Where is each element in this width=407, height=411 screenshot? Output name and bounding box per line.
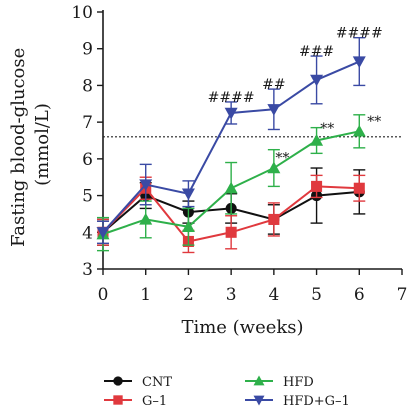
significance-annotation: ** (275, 151, 289, 167)
significance-annotation: #### (208, 90, 255, 106)
y-axis-label-line-2: (mmol/L) (32, 103, 53, 186)
data-point (181, 188, 195, 201)
y-tick-label: 10 (71, 3, 93, 23)
legend-swatch-marker (253, 395, 265, 406)
data-point (268, 213, 280, 225)
y-axis-label-line-1: Fasting blood-glucose (8, 48, 29, 247)
legend-item: HFD (245, 375, 314, 390)
significance-annotation: ** (367, 114, 381, 130)
legend-label: G–1 (142, 394, 167, 409)
data-point (352, 124, 366, 137)
legend-label: CNT (142, 375, 172, 390)
legend-swatch-marker (113, 376, 123, 386)
significance-annotation: ## (262, 77, 285, 93)
x-axis-label: Time (weeks) (181, 317, 303, 338)
data-point (224, 107, 238, 120)
axes: 3 4 5 6 7 8 9 10 0 1 2 3 4 5 6 7 (71, 3, 407, 305)
x-tick-label: 2 (183, 285, 194, 305)
x-tick-label: 1 (140, 285, 151, 305)
x-tick-label: 4 (268, 285, 279, 305)
series-group (96, 37, 366, 254)
annotations-group: #############**** ** (208, 26, 383, 167)
data-point (311, 180, 323, 192)
y-tick-label: 8 (82, 76, 93, 96)
legend-item: CNT (104, 375, 172, 390)
series-3 (96, 37, 366, 245)
legend-label: HFD (283, 375, 314, 390)
x-tick-label: 7 (397, 285, 407, 305)
significance-annotation: ** (320, 121, 334, 137)
data-point (139, 179, 153, 192)
y-tick-label: 5 (82, 187, 93, 207)
data-point (310, 74, 324, 87)
legend-swatch-marker (253, 375, 265, 386)
x-tick-label: 6 (354, 285, 365, 305)
series-2 (96, 114, 366, 252)
legend-label: HFD+G–1 (283, 394, 350, 409)
data-point (267, 161, 281, 174)
legend-item: G–1 (104, 394, 167, 409)
legend-item: HFD+G–1 (245, 394, 350, 409)
data-point (352, 56, 366, 69)
legend: CNT G–1 HFD HFD+G–1 (104, 375, 350, 409)
x-tick-label: 5 (311, 285, 322, 305)
y-tick-label: 9 (82, 40, 93, 60)
data-point (139, 212, 153, 225)
significance-annotation: #### (336, 26, 383, 42)
data-point (225, 226, 237, 238)
y-tick-label: 3 (82, 260, 93, 280)
data-point (181, 220, 195, 232)
data-point (96, 227, 110, 239)
x-tick-label: 3 (226, 285, 237, 305)
x-tick-label: 0 (98, 285, 109, 305)
data-point (353, 182, 365, 194)
data-point (267, 104, 281, 116)
data-point (310, 134, 324, 146)
y-tick-label: 7 (82, 113, 93, 133)
y-tick-label: 4 (82, 223, 93, 243)
legend-swatch-marker (113, 395, 123, 405)
significance-annotation: ### (299, 44, 334, 60)
y-axis-label: Fasting blood-glucose (mmol/L) (8, 42, 53, 247)
data-point (224, 181, 238, 194)
y-tick-label: 6 (82, 150, 93, 170)
